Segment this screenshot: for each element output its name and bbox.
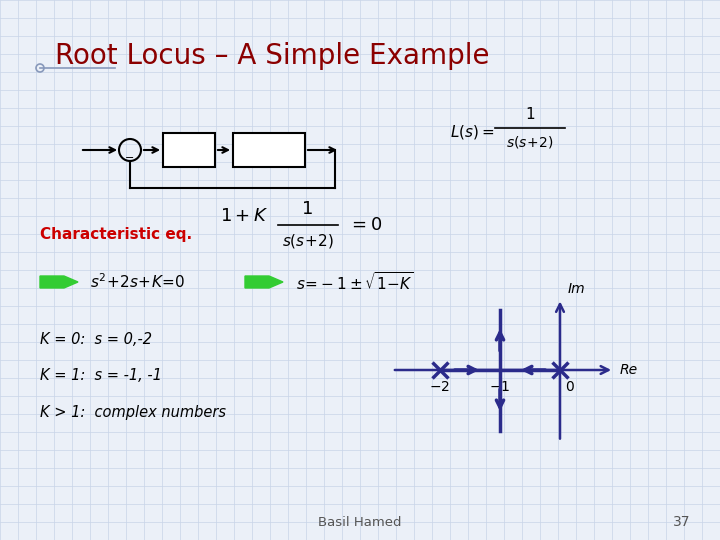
Text: 37: 37 [672, 515, 690, 529]
FancyBboxPatch shape [233, 133, 305, 167]
Text: K = 1:  s = -1, -1: K = 1: s = -1, -1 [40, 368, 162, 383]
Text: $= 0$: $= 0$ [348, 216, 382, 234]
Text: $0$: $0$ [565, 380, 575, 394]
Text: $L(s)=$: $L(s)=$ [450, 123, 495, 141]
Text: $1$: $1$ [525, 106, 535, 122]
Text: $s(s\!+\!2)$: $s(s\!+\!2)$ [506, 134, 554, 150]
Text: $-1$: $-1$ [490, 380, 510, 394]
Text: K > 1:  complex numbers: K > 1: complex numbers [40, 404, 226, 420]
Text: $s(s\!+\!2)$: $s(s\!+\!2)$ [282, 232, 334, 250]
Text: $s\!=\!-1\pm\sqrt{1\!-\!K}$: $s\!=\!-1\pm\sqrt{1\!-\!K}$ [296, 271, 413, 293]
Text: Re: Re [620, 363, 638, 377]
Text: Basil Hamed: Basil Hamed [318, 516, 402, 529]
Text: Root Locus – A Simple Example: Root Locus – A Simple Example [55, 42, 490, 70]
Text: Im: Im [567, 282, 585, 296]
FancyArrow shape [245, 276, 283, 288]
Text: $K$: $K$ [182, 141, 196, 159]
FancyArrow shape [40, 276, 78, 288]
Text: $1$: $1$ [301, 200, 313, 218]
Text: Characteristic eq.: Characteristic eq. [40, 227, 192, 242]
Text: K = 0:  s = 0,-2: K = 0: s = 0,-2 [40, 333, 152, 348]
Text: $-2$: $-2$ [430, 380, 451, 394]
Text: $s^2\!+\!2s\!+\!K\!=\!0$: $s^2\!+\!2s\!+\!K\!=\!0$ [90, 273, 186, 292]
Text: −: − [125, 153, 135, 163]
Text: $L(s)$: $L(s)$ [253, 140, 284, 160]
FancyBboxPatch shape [163, 133, 215, 167]
Text: $1 + K\,$: $1 + K\,$ [220, 207, 269, 225]
